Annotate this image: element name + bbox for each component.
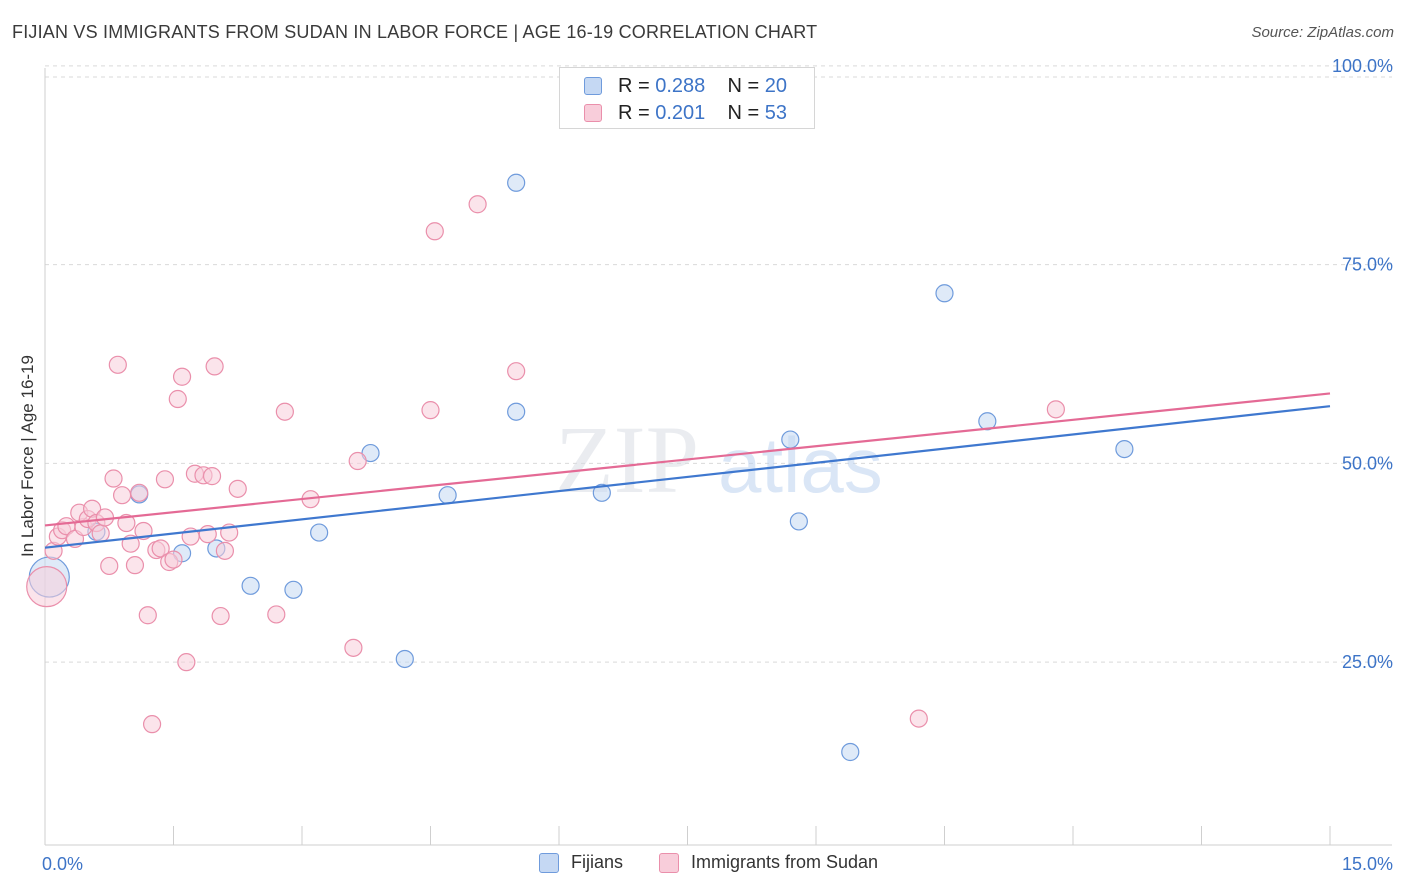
tick-label-layer: 25.0% 50.0% 75.0% 100.0% 0.0% 15.0% (42, 56, 1393, 874)
legend-swatch-fijians (584, 77, 602, 95)
point-sudan (425, 222, 444, 241)
legend-swatch-fijians (539, 853, 559, 873)
point-sudan (104, 469, 123, 488)
point-fijians (781, 430, 800, 449)
legend-row-fijians-text: R = 0.288 N = 20 (618, 75, 787, 98)
point-fijians (310, 523, 329, 542)
point-sudan (344, 638, 363, 657)
source-label: Source: ZipAtlas.com (1251, 24, 1394, 41)
y-axis-title-text: In Labor Force | Age 16-19 (18, 355, 37, 557)
correlation-legend: R = 0.288 N = 20 R = 0.201 N = 53 (559, 67, 815, 129)
point-fijians (841, 742, 860, 762)
point-sudan (164, 550, 183, 569)
legend-label-fijians: Fijians (571, 852, 624, 872)
point-sudan (468, 195, 487, 214)
watermark-zip: ZIP (555, 406, 699, 513)
point-fijians (1115, 439, 1134, 459)
point-sudan (267, 605, 286, 624)
point-sudan (202, 467, 222, 486)
point-sudan (421, 401, 440, 420)
point-sudan (142, 715, 162, 734)
legend-row-sudan-text: R = 0.201 N = 53 (618, 102, 787, 125)
point-sudan (507, 362, 526, 381)
y-tick-label: 75.0% (1342, 255, 1393, 275)
point-sudan (112, 486, 132, 505)
legend-n-label: N = (727, 102, 760, 124)
point-fijians (978, 412, 997, 431)
legend-swatch-sudan (584, 104, 602, 122)
point-fijians (241, 576, 260, 595)
point-sudan (117, 513, 136, 533)
point-fijians (592, 483, 611, 502)
legend-r-value-sudan: 0.201 (655, 102, 706, 124)
point-sudan (172, 367, 192, 386)
point-fijians (935, 284, 954, 303)
legend-swatch-sudan (659, 853, 679, 873)
point-fijians (438, 486, 457, 505)
legend-n-label: N = (727, 75, 760, 97)
x-tick-label: 0.0% (42, 854, 83, 874)
point-sudan (95, 508, 115, 527)
point-sudan (215, 541, 234, 560)
y-tick-label: 100.0% (1332, 56, 1393, 76)
point-sudan (275, 402, 294, 421)
point-sudan (205, 357, 224, 376)
point-fijians (284, 580, 303, 599)
y-tick-label: 50.0% (1342, 453, 1393, 473)
point-sudan (100, 556, 119, 576)
point-fijians (507, 173, 526, 192)
point-sudan (108, 355, 127, 374)
chart-title: FIJIAN VS IMMIGRANTS FROM SUDAN IN LABOR… (12, 22, 818, 42)
series-legend: Fijians Immigrants from Sudan (0, 852, 1406, 878)
trend-line-sudan (44, 392, 1331, 527)
point-sudan (348, 451, 367, 471)
point-sudan (26, 566, 68, 608)
legend-r-label: R = (618, 75, 650, 97)
axis-layer (44, 68, 1392, 846)
trend-layer (44, 392, 1331, 549)
point-fijians (395, 649, 414, 669)
grid-layer (45, 65, 1392, 663)
legend-label-sudan: Immigrants from Sudan (691, 852, 879, 872)
point-sudan (177, 653, 196, 672)
point-sudan (228, 479, 247, 498)
point-sudan (125, 556, 145, 575)
x-tick-label: 15.0% (1342, 854, 1393, 874)
legend-r-label: R = (618, 102, 650, 124)
legend-r-value-fijians: 0.288 (655, 75, 706, 97)
legend-n-value-fijians: 20 (764, 75, 788, 97)
legend-n-value-sudan: 53 (764, 102, 788, 124)
point-sudan (91, 524, 110, 543)
point-sudan (168, 389, 187, 409)
point-sudan (1046, 400, 1065, 419)
point-sudan (151, 539, 170, 558)
point-fijians (507, 402, 526, 421)
point-sudan (138, 606, 157, 625)
point-sudan (130, 483, 149, 502)
point-sudan (211, 606, 230, 626)
point-sudan (134, 521, 153, 541)
trend-line-fijians (44, 405, 1331, 549)
y-tick-label: 25.0% (1342, 652, 1393, 672)
point-fijians (789, 512, 808, 531)
point-sudan (909, 709, 928, 728)
point-sudan (155, 470, 175, 489)
